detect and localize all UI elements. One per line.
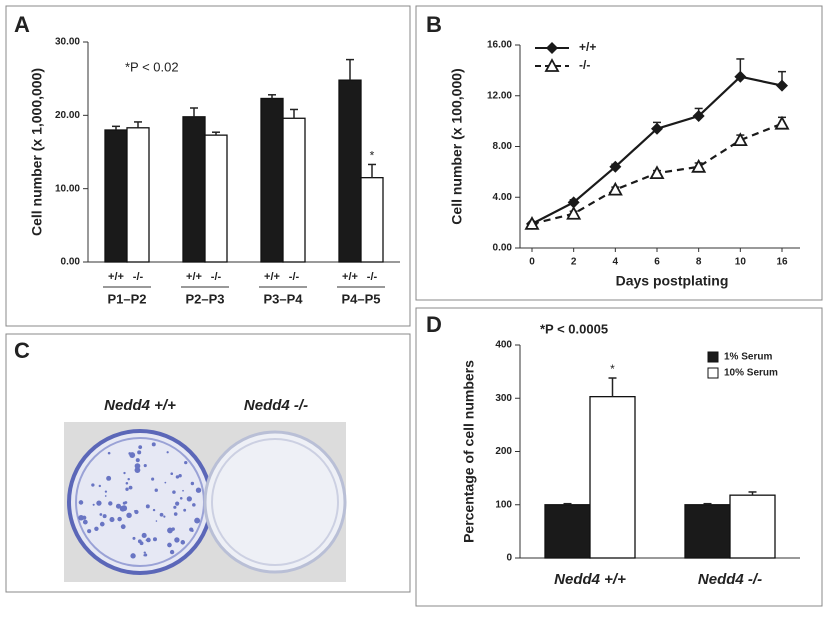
panel-label: B xyxy=(426,12,442,37)
x-tick-label: 8 xyxy=(696,257,702,268)
significance-mark: * xyxy=(370,149,375,163)
panel-label: A xyxy=(14,12,30,37)
x-tick-label: 10 xyxy=(735,257,747,268)
y-tick-label: 0.00 xyxy=(493,243,513,254)
x-tick-label: P3–P4 xyxy=(263,291,303,306)
point xyxy=(567,196,580,209)
bar xyxy=(544,504,591,559)
panel-frame xyxy=(5,333,411,593)
x-tick-label: Nedd4 +/+ xyxy=(554,571,626,588)
bar xyxy=(338,79,362,263)
series-sublabel: -/- xyxy=(289,271,300,283)
panel-frame xyxy=(415,307,823,607)
panel-frame xyxy=(5,5,411,327)
bar xyxy=(126,127,150,263)
y-tick-label: 300 xyxy=(495,393,512,404)
bar xyxy=(360,177,384,263)
point xyxy=(692,110,705,123)
caption: Nedd4 -/- xyxy=(244,397,308,414)
annotation: *P < 0.02 xyxy=(125,59,179,74)
bar xyxy=(282,117,306,263)
y-tick-label: 12.00 xyxy=(487,90,512,101)
panel-label: D xyxy=(426,312,442,337)
legend-swatch xyxy=(707,367,719,379)
x-tick-label: 4 xyxy=(613,257,619,268)
point xyxy=(524,216,540,230)
x-tick-label: P4–P5 xyxy=(341,291,380,306)
x-tick-label: 2 xyxy=(571,257,577,268)
bar xyxy=(182,116,206,263)
x-tick-label: P2–P3 xyxy=(185,291,224,306)
point xyxy=(651,122,663,135)
legend-label: 10% Serum xyxy=(724,368,778,379)
caption: Nedd4 +/+ xyxy=(104,397,176,414)
x-tick-label: Nedd4 -/- xyxy=(698,571,762,588)
y-axis-label: Percentage of cell numbers xyxy=(461,360,477,543)
y-tick-label: 0.00 xyxy=(61,257,81,268)
panel-label: C xyxy=(14,338,30,363)
dish xyxy=(203,430,347,574)
point xyxy=(566,205,582,220)
bar xyxy=(684,504,731,559)
x-tick-label: 16 xyxy=(776,257,788,268)
y-tick-label: 30.00 xyxy=(55,37,80,48)
y-tick-label: 16.00 xyxy=(487,40,512,51)
point xyxy=(732,132,748,147)
point xyxy=(609,160,622,173)
bar xyxy=(260,97,284,263)
series-sublabel: +/+ xyxy=(108,271,124,283)
y-tick-label: 0 xyxy=(506,553,512,564)
x-tick-label: 6 xyxy=(654,257,660,268)
point xyxy=(776,79,788,92)
y-tick-label: 20.00 xyxy=(55,110,80,121)
y-tick-label: 100 xyxy=(495,499,512,510)
series-sublabel: +/+ xyxy=(342,271,358,283)
y-tick-label: 10.00 xyxy=(55,183,80,194)
panel-frame xyxy=(415,5,823,301)
point xyxy=(774,115,790,130)
y-tick-label: 8.00 xyxy=(493,141,513,152)
bar xyxy=(729,494,776,559)
series-sublabel: -/- xyxy=(133,271,144,283)
legend-label: 1% Serum xyxy=(724,352,772,363)
series-sublabel: -/- xyxy=(367,271,378,283)
bar xyxy=(589,396,636,559)
series-sublabel: +/+ xyxy=(264,271,280,283)
legend-marker xyxy=(544,58,560,72)
point xyxy=(691,158,707,173)
legend-label: +/+ xyxy=(579,40,596,54)
dish xyxy=(67,429,213,575)
y-tick-label: 4.00 xyxy=(493,192,513,203)
x-axis-label: Days postplating xyxy=(616,273,729,289)
significance-mark: * xyxy=(610,362,615,376)
series-sublabel: -/- xyxy=(211,271,222,283)
y-tick-label: 400 xyxy=(495,340,512,351)
legend-marker xyxy=(546,42,558,54)
y-axis-label: Cell number (x 1,000,000) xyxy=(29,68,45,236)
legend-swatch xyxy=(707,351,719,363)
x-tick-label: P1–P2 xyxy=(107,291,146,306)
y-tick-label: 200 xyxy=(495,446,512,457)
x-tick-label: 0 xyxy=(529,257,535,268)
series-sublabel: +/+ xyxy=(186,271,202,283)
point xyxy=(607,181,623,196)
bar xyxy=(104,129,128,263)
y-axis-label: Cell number (x 100,000) xyxy=(449,68,465,224)
legend-label: -/- xyxy=(579,58,590,72)
point xyxy=(734,70,747,83)
annotation: *P < 0.0005 xyxy=(540,321,608,336)
point xyxy=(649,165,665,180)
bar xyxy=(204,134,228,263)
